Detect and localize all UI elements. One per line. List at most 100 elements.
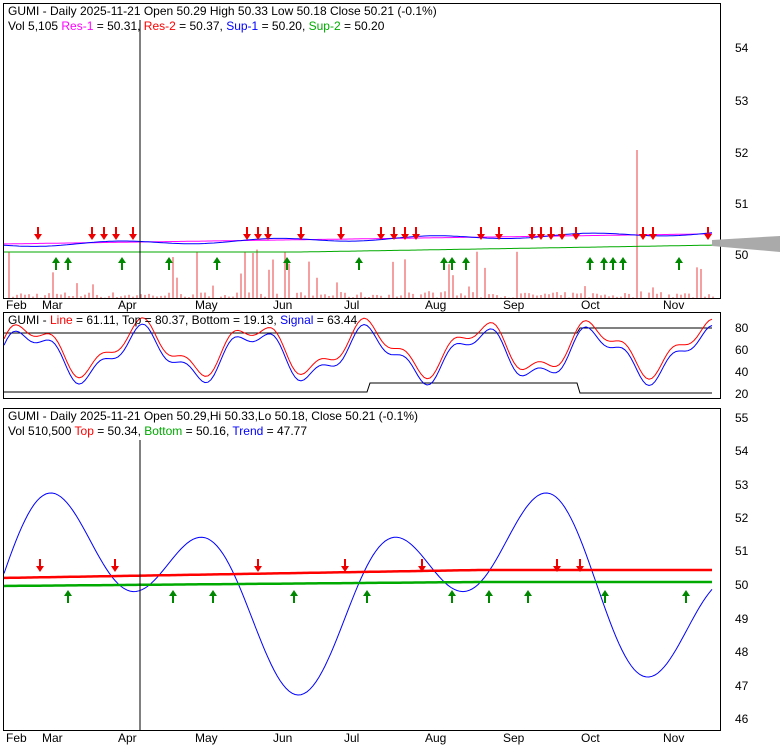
volume-bar (48, 293, 50, 298)
volume-bar (316, 277, 318, 298)
volume-bar (308, 261, 310, 298)
volume-bar (648, 292, 650, 298)
buy-arrow-icon (619, 257, 627, 270)
volume-bar (248, 292, 250, 298)
volume-bar (592, 293, 594, 298)
volume-bar (692, 297, 694, 298)
volume-bar (680, 294, 682, 298)
sell-arrow-icon (112, 227, 120, 240)
oscillator-line (3, 317, 713, 380)
y-tick: 51 (735, 197, 749, 211)
volume-bar (20, 293, 22, 298)
volume-bar (532, 294, 534, 298)
volume-bar (112, 292, 114, 298)
x-tick: May (195, 731, 218, 745)
volume-bar (476, 251, 478, 298)
volume-bar (636, 150, 638, 298)
volume-bar (544, 293, 546, 298)
volume-bar (564, 292, 566, 298)
sell-arrow-icon (704, 227, 712, 240)
y-tick: 53 (735, 94, 749, 108)
x-tick: Feb (6, 298, 27, 312)
volume-bar (232, 296, 234, 298)
sell-arrow-icon (297, 227, 305, 240)
volume-bar (432, 292, 434, 298)
buy-arrow-icon (118, 257, 126, 270)
volume-bar (76, 283, 78, 298)
volume-bar (348, 296, 350, 298)
volume-bar (172, 257, 174, 298)
x-axis-price: Feb Mar Apr May Jun Jul Aug Sep Oct Nov (6, 298, 684, 312)
buy-arrow-icon (601, 590, 609, 603)
volume-bar (600, 295, 602, 298)
volume-bar (448, 264, 450, 298)
sell-arrow-icon (111, 559, 119, 572)
volume-bar (204, 292, 206, 298)
price-panel-legend: Vol 5,105 Res-1 = 50.31, Res-2 = 50.37, … (8, 19, 385, 33)
x-tick: Oct (581, 298, 600, 312)
projection-band (712, 236, 780, 252)
volume-bar (660, 292, 662, 298)
buy-arrow-icon (600, 257, 608, 270)
volume-bar (88, 292, 90, 298)
x-tick: Jun (273, 731, 292, 745)
volume-bar (420, 294, 422, 298)
volume-bar (468, 286, 470, 298)
sell-arrow-icon (337, 227, 345, 240)
y-tick: 51 (735, 544, 749, 558)
buy-arrow-icon (609, 257, 617, 270)
y-tick: 60 (735, 343, 749, 357)
volume-bar (36, 293, 38, 298)
volume-bar (272, 259, 274, 298)
volume-bar (364, 296, 366, 298)
volume-bar (572, 292, 574, 298)
volume-bar (632, 297, 634, 298)
volume-bar (372, 294, 374, 298)
volume-bar (176, 277, 178, 298)
volume-bar (596, 293, 598, 298)
sell-arrow-icon (558, 227, 566, 240)
x-tick: Sep (503, 731, 525, 745)
volume-bar (460, 293, 462, 298)
x-tick: Nov (663, 298, 684, 312)
volume-bar (712, 296, 714, 298)
volume-bar (640, 291, 642, 298)
volume-bar (684, 293, 686, 298)
volume-bar (444, 291, 446, 298)
volume-bar (288, 263, 290, 298)
volume-bar (360, 292, 362, 298)
sup2-line (4, 244, 713, 253)
volume-bar (688, 293, 690, 298)
volume-bar (128, 294, 130, 298)
sell-arrow-icon (88, 227, 96, 240)
volume-bar (56, 293, 58, 298)
buy-arrow-icon (290, 590, 298, 603)
sell-arrow-icon (254, 227, 262, 240)
y-tick: 55 (735, 411, 749, 425)
volume-bar (516, 251, 518, 298)
volume-bar (300, 292, 302, 298)
volume-bar (428, 291, 430, 298)
volume-bar (200, 292, 202, 298)
volume-bar (12, 296, 14, 298)
sell-arrow-icon (576, 559, 584, 572)
buy-arrow-icon (283, 257, 291, 270)
volume-bar (580, 293, 582, 298)
volume-bar (324, 294, 326, 298)
volume-bar (260, 293, 262, 298)
volume-bar (656, 293, 658, 298)
top-band (4, 568, 712, 580)
y-tick: 54 (735, 41, 749, 55)
buy-arrow-icon (169, 590, 177, 603)
volume-bar (180, 294, 182, 298)
y-tick: 40 (735, 365, 749, 379)
volume-bar (196, 251, 198, 298)
sell-arrow-icon (418, 559, 426, 572)
y-tick: 47 (735, 679, 749, 693)
x-tick: Apr (118, 731, 137, 745)
volume-bar (540, 295, 542, 298)
volume-bar (608, 296, 610, 298)
volume-bar (100, 296, 102, 298)
sell-arrow-icon (34, 227, 42, 240)
buy-arrow-icon (675, 257, 683, 270)
